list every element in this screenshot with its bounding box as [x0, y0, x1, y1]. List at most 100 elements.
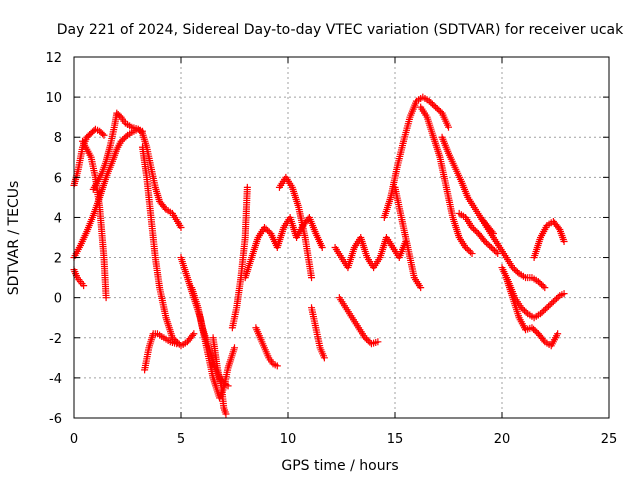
data-point [190, 330, 198, 338]
series-arc-z [530, 217, 568, 262]
data-point [514, 268, 522, 276]
data-point [534, 278, 542, 286]
data-point [264, 226, 272, 234]
data-point [539, 282, 547, 290]
data-point [541, 305, 549, 313]
data-point [554, 330, 562, 338]
data-point [80, 282, 88, 290]
y-tick-label: 8 [54, 131, 62, 146]
data-point [260, 223, 268, 231]
data-point [487, 244, 495, 252]
data-point [428, 100, 436, 108]
series-arc-r [380, 93, 452, 221]
series-arc-o [308, 304, 328, 362]
data-point [468, 223, 476, 231]
data-point [549, 298, 557, 306]
data-point [117, 137, 125, 145]
data-point [243, 183, 251, 191]
data-point [138, 127, 146, 135]
data-point [486, 242, 494, 250]
series-arc-v [455, 209, 502, 258]
y-tick-label: 2 [54, 252, 62, 267]
series-arc-k [228, 183, 251, 332]
data-point [491, 247, 499, 255]
data-point [538, 281, 546, 289]
data-point [492, 248, 500, 256]
x-tick-label: 5 [177, 432, 185, 447]
series-arc-p [331, 234, 410, 272]
y-tick-label: -2 [49, 332, 62, 347]
x-tick-label: 10 [280, 432, 297, 447]
data-point [361, 334, 369, 342]
data-point [177, 223, 185, 231]
x-tick-label: 25 [601, 432, 618, 447]
data-point [99, 130, 107, 138]
data-point [120, 134, 128, 142]
data-point [509, 264, 517, 272]
series-arc-g [141, 330, 181, 374]
data-point [430, 102, 438, 110]
data-point [512, 267, 520, 275]
series-arc-j [209, 334, 230, 418]
y-tick-label: 12 [45, 51, 62, 66]
data-points [70, 93, 568, 418]
x-tick-label: 0 [70, 432, 78, 447]
data-point [363, 335, 371, 343]
axis-ticks [73, 56, 610, 419]
series-arc-y [502, 274, 562, 350]
data-point [366, 338, 374, 346]
data-point [320, 354, 328, 362]
data-point [543, 304, 551, 312]
data-point [374, 338, 382, 346]
series-arc-e [70, 266, 88, 290]
data-point [173, 340, 181, 348]
data-point [538, 308, 546, 316]
data-point [425, 97, 433, 105]
data-point [553, 295, 561, 303]
data-point [364, 337, 372, 345]
y-tick-label: 4 [54, 211, 62, 226]
data-point [100, 131, 108, 139]
series-arc-x [498, 264, 568, 322]
data-point [445, 123, 452, 131]
y-tick-label: 0 [54, 292, 62, 307]
series-arc-c [70, 125, 185, 262]
data-point [531, 327, 539, 335]
y-axis-label: SDTVAR / TECUs [6, 181, 22, 296]
data-point [482, 239, 490, 247]
data-point [494, 250, 502, 258]
data-point [436, 108, 444, 116]
data-point [189, 331, 197, 339]
y-tick-label: -4 [49, 372, 62, 387]
data-point [489, 245, 497, 253]
data-point [102, 294, 110, 302]
data-point [432, 103, 440, 111]
data-point [537, 310, 545, 318]
data-point [222, 410, 230, 418]
data-point [481, 238, 489, 246]
y-tick-label: 6 [54, 171, 62, 186]
x-axis-label: GPS time / hours [281, 458, 398, 474]
data-point [161, 204, 169, 212]
x-tick-labels: 0 5 10 15 20 25 [70, 432, 617, 447]
y-tick-label: -6 [49, 412, 62, 427]
data-point [231, 344, 238, 352]
data-point [510, 265, 518, 273]
data-point [470, 225, 478, 233]
data-point [417, 284, 425, 292]
data-point [224, 382, 232, 390]
chart-title: Day 221 of 2024, Sidereal Day-to-day VTE… [57, 22, 624, 38]
data-point [528, 324, 536, 332]
data-point [522, 308, 530, 316]
x-tick-label: 15 [387, 432, 404, 447]
data-point [119, 136, 127, 144]
series-arc-t [417, 103, 476, 258]
plot-frame [73, 56, 610, 419]
grid-lines [74, 57, 609, 418]
data-point [545, 302, 553, 310]
x-tick-label: 20 [494, 432, 511, 447]
data-point [427, 99, 435, 107]
data-point [463, 245, 471, 253]
data-point [536, 279, 544, 287]
data-point [530, 325, 538, 333]
